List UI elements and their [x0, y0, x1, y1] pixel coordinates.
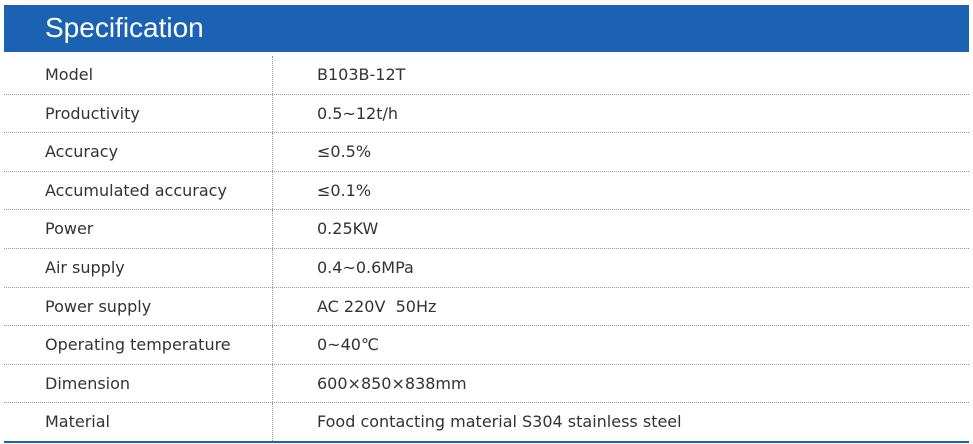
column-separator	[272, 210, 273, 248]
spec-value: ≤0.5%	[317, 142, 372, 162]
table-row: Accuracy ≤0.5%	[4, 133, 969, 172]
column-separator	[272, 287, 273, 326]
spec-label: Accuracy	[45, 142, 119, 162]
spec-label: Accumulated accuracy	[45, 180, 227, 200]
column-separator	[272, 403, 273, 441]
table-row: Air supply 0.4~0.6MPa	[4, 248, 969, 288]
spec-label: Air supply	[45, 257, 125, 277]
spec-label: Productivity	[45, 103, 140, 123]
spec-label: Operating temperature	[45, 335, 231, 355]
spec-value: B103B-12T	[317, 65, 406, 84]
spec-value: 600×850×838mm	[317, 373, 467, 393]
spec-value: 0.25KW	[317, 219, 379, 239]
column-separator	[272, 94, 273, 133]
spec-value: AC 220V 50Hz	[317, 296, 437, 316]
title: Specification	[45, 12, 204, 43]
spec-label: Power supply	[45, 296, 152, 316]
spec-label: Dimension	[45, 373, 131, 393]
spec-value: 0.4~0.6MPa	[317, 257, 414, 277]
column-separator	[272, 56, 273, 94]
table-row: Accumulated accuracy ≤0.1%	[4, 171, 969, 211]
spec-value: 0.5~12t/h	[317, 103, 399, 123]
spec-table: Model B103B-12T Productivity 0.5~12t/h Accur…	[4, 56, 969, 443]
column-separator	[272, 133, 273, 171]
table-row: Power supply AC 220V 50Hz	[4, 287, 969, 327]
column-separator	[272, 171, 273, 210]
spec-value: ≤0.1%	[317, 180, 372, 200]
header: Specification	[4, 5, 969, 52]
column-separator	[272, 364, 273, 403]
table-row: Material Food contacting material S304 st…	[4, 403, 969, 443]
spec-label: Power	[45, 219, 94, 239]
table-row: Operating temperature 0~40℃	[4, 326, 969, 365]
table-row: Dimension 600×850×838mm	[4, 364, 969, 404]
spec-label: Model	[45, 65, 94, 84]
column-separator	[272, 326, 273, 364]
spec-value: Food contacting material S304 stainless …	[317, 412, 682, 432]
spec-value: 0~40℃	[317, 335, 379, 355]
column-separator	[272, 248, 273, 287]
table-row: Model B103B-12T	[4, 56, 969, 95]
table-row: Productivity 0.5~12t/h	[4, 94, 969, 134]
table-row: Power 0.25KW	[4, 210, 969, 249]
spec-label: Material	[45, 412, 110, 432]
